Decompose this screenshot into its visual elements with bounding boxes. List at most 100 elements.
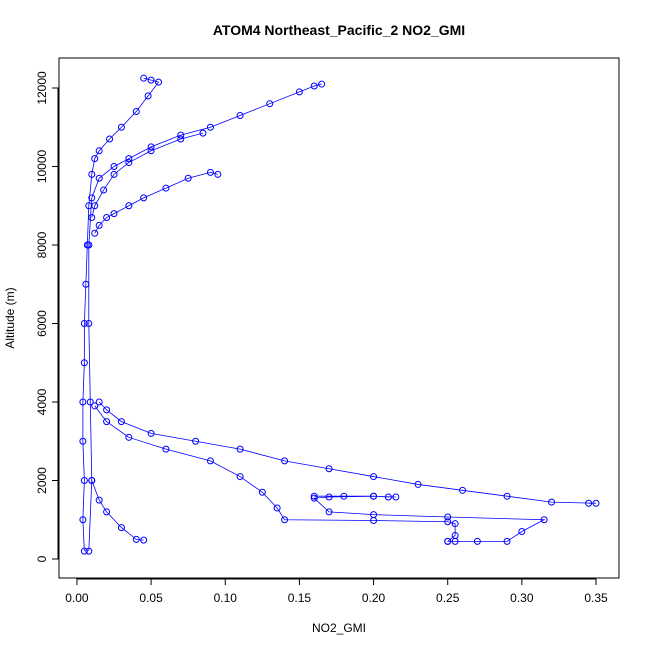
profile-line — [88, 83, 322, 552]
data-point — [91, 155, 99, 163]
x-tick-label: 0.10 — [214, 591, 238, 605]
data-point — [177, 131, 185, 139]
data-point — [199, 129, 207, 137]
x-tick-label: 0.35 — [584, 591, 608, 605]
data-point — [88, 194, 96, 202]
data-point — [370, 492, 378, 500]
data-point — [548, 498, 556, 506]
data-point — [110, 162, 118, 170]
data-point — [236, 473, 244, 481]
x-axis-label: NO2_GMI — [312, 621, 366, 635]
data-point — [100, 186, 108, 194]
data-point — [206, 168, 214, 176]
x-tick-label: 0.15 — [288, 591, 312, 605]
data-point — [370, 473, 378, 481]
data-point — [140, 74, 148, 82]
data-point — [117, 524, 125, 532]
y-axis-label: Altitude (m) — [3, 287, 17, 348]
chart-title: ATOM4 Northeast_Pacific_2 NO2_GMI — [213, 22, 465, 38]
x-tick-label: 0.00 — [65, 591, 89, 605]
data-point — [106, 135, 114, 143]
y-tick-label: 4000 — [35, 388, 49, 415]
data-point — [451, 537, 459, 545]
x-tick-label: 0.25 — [436, 591, 460, 605]
plot-box — [58, 57, 620, 579]
data-point — [110, 170, 118, 178]
data-point — [144, 92, 152, 100]
data-point — [91, 229, 99, 237]
data-point — [147, 143, 155, 151]
data-point — [110, 210, 118, 218]
data-point — [95, 174, 103, 182]
y-tick-label: 0 — [35, 555, 49, 562]
y-tick-label: 6000 — [35, 310, 49, 337]
data-point — [132, 108, 140, 116]
data-point — [281, 516, 289, 524]
data-point — [95, 221, 103, 229]
data-point — [540, 516, 548, 524]
data-point — [80, 547, 88, 555]
data-point — [125, 202, 133, 210]
data-point — [281, 457, 289, 465]
data-point — [518, 528, 526, 536]
data-point — [80, 359, 88, 367]
data-point — [184, 174, 192, 182]
data-point — [325, 465, 333, 473]
data-point — [162, 184, 170, 192]
data-point — [103, 508, 111, 516]
data-point — [192, 437, 200, 445]
data-point — [95, 496, 103, 504]
y-tick-label: 8000 — [35, 231, 49, 258]
data-point — [147, 429, 155, 437]
x-tick-label: 0.05 — [139, 591, 163, 605]
data-point — [88, 214, 96, 222]
data-point — [318, 80, 326, 88]
data-point — [258, 488, 266, 496]
data-point — [103, 214, 111, 222]
data-point — [236, 111, 244, 119]
data-point — [236, 445, 244, 453]
data-point — [79, 398, 87, 406]
data-point — [206, 123, 214, 131]
data-point — [95, 147, 103, 155]
y-tick-label: 12000 — [35, 71, 49, 105]
data-point — [444, 513, 452, 521]
data-point — [80, 319, 88, 327]
data-point — [147, 147, 155, 155]
data-point — [88, 477, 96, 484]
data-point — [103, 418, 111, 426]
data-point — [310, 494, 318, 502]
data-point — [310, 492, 318, 500]
data-point — [370, 511, 378, 519]
data-point — [125, 433, 133, 441]
data-point — [444, 537, 452, 545]
data-point — [451, 520, 459, 528]
data-point — [95, 398, 103, 406]
profile-line — [94, 405, 456, 542]
profile-line — [91, 480, 144, 541]
data-point — [125, 155, 133, 163]
data-point — [80, 477, 88, 484]
profile-line — [313, 495, 546, 542]
data-point — [162, 445, 170, 453]
data-point — [86, 398, 94, 406]
data-point — [473, 537, 481, 545]
data-point — [91, 202, 99, 210]
data-point — [85, 241, 93, 249]
data-point — [85, 547, 93, 555]
data-point — [79, 516, 87, 524]
data-point — [325, 508, 333, 516]
data-point — [214, 170, 222, 178]
data-point — [503, 492, 511, 500]
data-point — [585, 499, 593, 507]
data-point — [340, 492, 348, 500]
data-point — [503, 537, 511, 545]
data-point — [88, 170, 96, 178]
y-tick-label: 2000 — [35, 467, 49, 494]
data-point — [414, 480, 422, 488]
y-tick-label: 10000 — [35, 149, 49, 183]
data-point — [117, 123, 125, 131]
data-point — [592, 499, 600, 507]
profile-line — [94, 171, 218, 234]
